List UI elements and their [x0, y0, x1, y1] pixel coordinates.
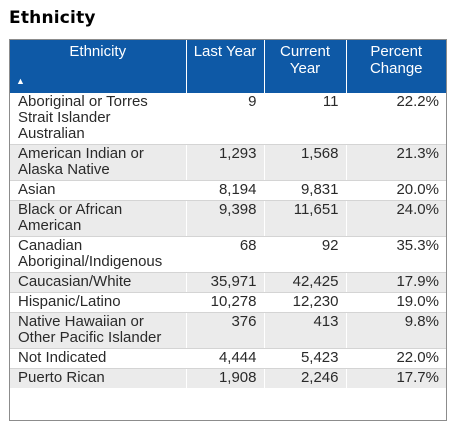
- cell-current-year: 2,246: [263, 368, 346, 388]
- cell-last-year: 8,194: [185, 180, 264, 201]
- cell-current-year: 11: [263, 93, 346, 145]
- column-header-current-year[interactable]: Current Year: [263, 40, 346, 93]
- cell-last-year: 68: [185, 236, 264, 273]
- cell-percent-change: 20.0%: [345, 180, 446, 201]
- table-row: Asian 8,194 9,831 20.0%: [10, 180, 446, 201]
- cell-last-year: 376: [185, 312, 264, 349]
- cell-percent-change: 17.7%: [345, 368, 446, 388]
- cell-current-year: 1,568: [263, 144, 346, 181]
- table-row: Canadian Aboriginal/Indigenous 68 92 35.…: [10, 236, 446, 273]
- cell-last-year: 10,278: [185, 292, 264, 313]
- table-row: Caucasian/White 35,971 42,425 17.9%: [10, 272, 446, 293]
- table-row: Native Hawaiian or Other Pacific Islande…: [10, 312, 446, 349]
- cell-ethnicity: Canadian Aboriginal/Indigenous: [10, 236, 186, 273]
- cell-ethnicity: Asian: [10, 180, 186, 201]
- cell-last-year: 1,293: [185, 144, 264, 181]
- table-row: American Indian or Alaska Native 1,293 1…: [10, 144, 446, 181]
- cell-last-year: 9,398: [185, 200, 264, 237]
- table-row: Black or African American 9,398 11,651 2…: [10, 200, 446, 237]
- cell-last-year: 4,444: [185, 348, 264, 369]
- cell-percent-change: 22.2%: [345, 93, 446, 145]
- column-header-last-year-label: Last Year: [193, 43, 257, 60]
- cell-last-year: 9: [185, 93, 264, 145]
- cell-percent-change: 21.3%: [345, 144, 446, 181]
- column-header-current-year-label: Current Year: [279, 43, 331, 77]
- cell-current-year: 42,425: [263, 272, 346, 293]
- cell-ethnicity: Hispanic/Latino: [10, 292, 186, 313]
- cell-ethnicity: Puerto Rican: [10, 368, 186, 388]
- cell-ethnicity: Aboriginal or Torres Strait Islander Aus…: [10, 93, 186, 145]
- cell-last-year: 35,971: [185, 272, 264, 293]
- column-header-last-year[interactable]: Last Year: [185, 40, 264, 93]
- cell-last-year: 1,908: [185, 368, 264, 388]
- cell-percent-change: 22.0%: [345, 348, 446, 369]
- cell-percent-change: 19.0%: [345, 292, 446, 313]
- column-header-ethnicity[interactable]: Ethnicity ▲: [10, 40, 186, 93]
- cell-ethnicity: American Indian or Alaska Native: [10, 144, 186, 181]
- sort-ascending-icon[interactable]: ▲: [16, 76, 25, 86]
- cell-current-year: 11,651: [263, 200, 346, 237]
- cell-percent-change: 24.0%: [345, 200, 446, 237]
- cell-current-year: 9,831: [263, 180, 346, 201]
- table-row: Puerto Rican 1,908 2,246 17.7%: [10, 368, 446, 388]
- column-header-ethnicity-label: Ethnicity: [69, 43, 127, 60]
- cell-ethnicity: Black or African American: [10, 200, 186, 237]
- table-row: Hispanic/Latino 10,278 12,230 19.0%: [10, 292, 446, 313]
- column-header-percent-change[interactable]: Percent Change: [345, 40, 446, 93]
- cell-percent-change: 9.8%: [345, 312, 446, 349]
- cell-ethnicity: Native Hawaiian or Other Pacific Islande…: [10, 312, 186, 349]
- cell-current-year: 413: [263, 312, 346, 349]
- cell-ethnicity: Caucasian/White: [10, 272, 186, 293]
- cell-current-year: 92: [263, 236, 346, 273]
- cell-current-year: 12,230: [263, 292, 346, 313]
- table-header-row: Ethnicity ▲ Last Year Current Year Perce…: [10, 40, 446, 93]
- table-row: Not Indicated 4,444 5,423 22.0%: [10, 348, 446, 369]
- cell-current-year: 5,423: [263, 348, 346, 369]
- cell-ethnicity: Not Indicated: [10, 348, 186, 369]
- ethnicity-table: Ethnicity ▲ Last Year Current Year Perce…: [9, 39, 447, 421]
- cell-percent-change: 17.9%: [345, 272, 446, 293]
- column-header-percent-change-label: Percent Change: [369, 43, 423, 77]
- cell-percent-change: 35.3%: [345, 236, 446, 273]
- table-row: Aboriginal or Torres Strait Islander Aus…: [10, 93, 446, 145]
- page-title: Ethnicity: [9, 8, 96, 28]
